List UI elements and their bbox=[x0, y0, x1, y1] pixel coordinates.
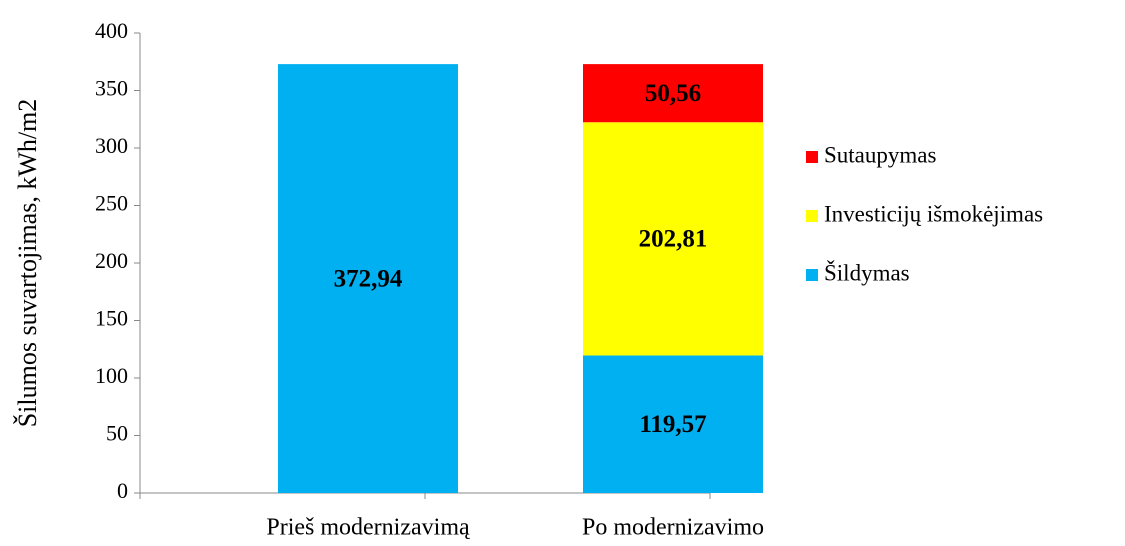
data-label: 50,56 bbox=[645, 80, 701, 107]
x-tick-label: Po modernizavimo bbox=[582, 515, 764, 541]
bar-segment bbox=[583, 122, 763, 356]
y-tick-label: 0 bbox=[117, 478, 128, 503]
y-tick-label: 200 bbox=[95, 248, 128, 273]
y-axis-label: Šilumos suvartojimas, kWh/m2 bbox=[13, 99, 42, 428]
x-tick-label: Prieš modernizavimą bbox=[266, 515, 470, 541]
y-tick-label: 300 bbox=[95, 133, 128, 158]
bar-segment bbox=[583, 64, 763, 123]
legend-label: Šildymas bbox=[824, 259, 910, 285]
legend-swatch bbox=[806, 269, 818, 281]
data-label: 202,81 bbox=[639, 226, 708, 253]
legend-swatch bbox=[806, 151, 818, 163]
y-tick-label: 400 bbox=[95, 18, 128, 43]
data-label: 119,57 bbox=[639, 411, 706, 438]
legend-label: Sutaupymas bbox=[824, 142, 936, 167]
y-tick-label: 250 bbox=[95, 191, 128, 216]
y-tick-label: 150 bbox=[95, 306, 128, 331]
y-tick-label: 350 bbox=[95, 76, 128, 101]
data-label: 372,94 bbox=[334, 265, 403, 292]
legend-swatch bbox=[806, 210, 818, 222]
y-tick-label: 100 bbox=[95, 363, 128, 388]
bar-segment bbox=[278, 64, 458, 493]
bar-segment bbox=[583, 355, 763, 493]
y-tick-label: 50 bbox=[106, 421, 128, 446]
legend-label: Investicijų išmokėjimas bbox=[824, 201, 1043, 226]
